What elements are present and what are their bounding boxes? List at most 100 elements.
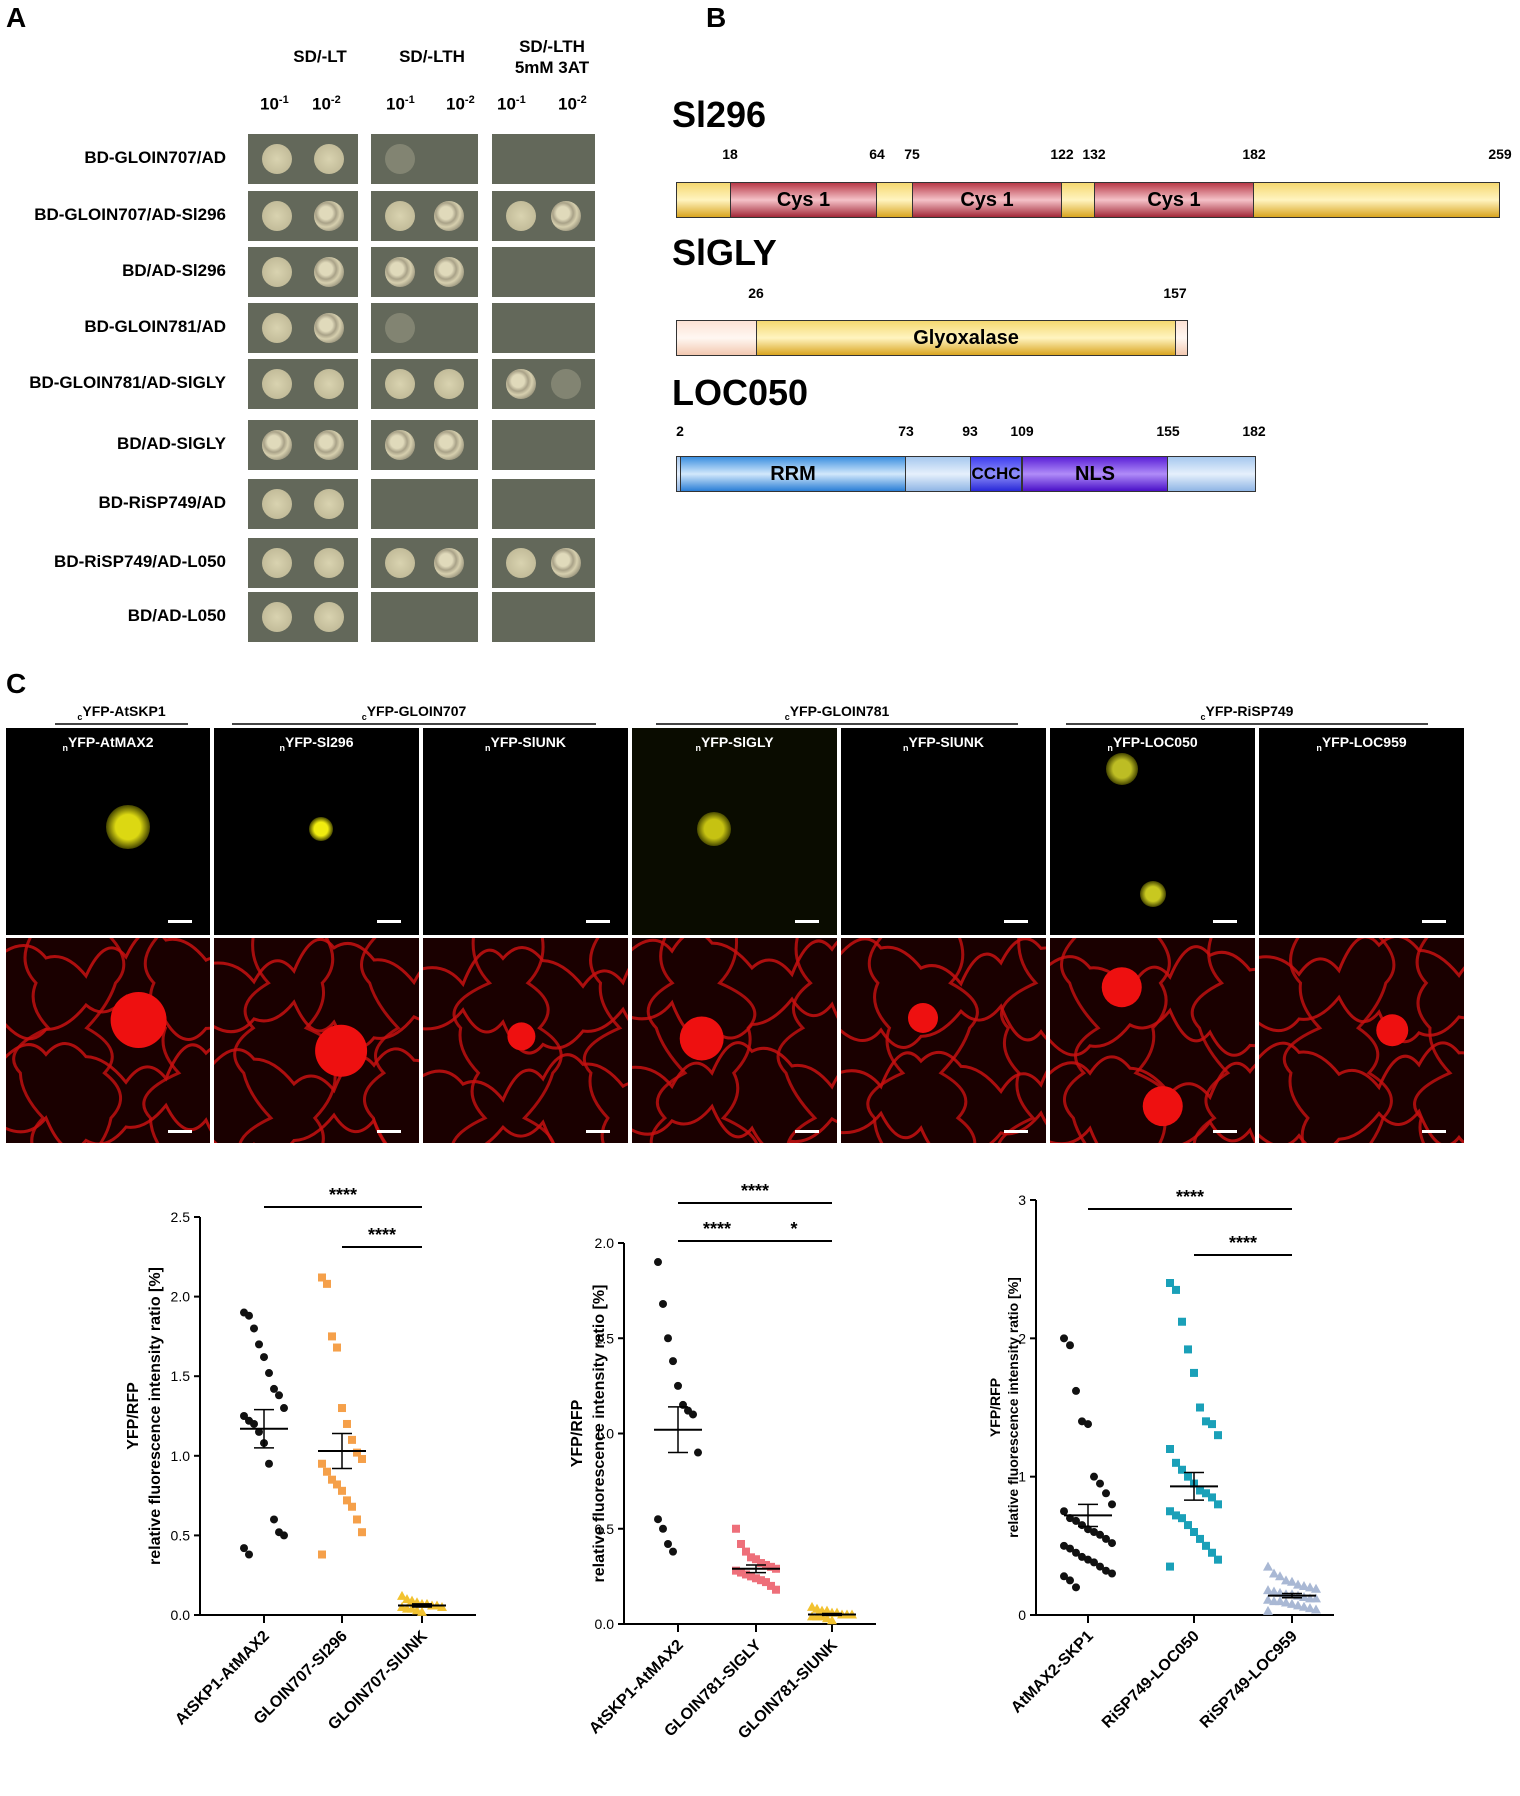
data-point [255, 1340, 263, 1349]
yeast-spot [434, 430, 464, 460]
chart-3: 0 1 2 3 YFP/RFP relative fluorescence intensi… [987, 1187, 1334, 1732]
y-axis-label: YFP/RFP [125, 1382, 142, 1450]
scale-bar [1422, 1130, 1446, 1133]
cell-wall [423, 1006, 628, 1055]
data-point [318, 1273, 326, 1282]
y-tick-label: 0 [1018, 1607, 1026, 1623]
scale-bar [377, 1130, 401, 1133]
data-point [1275, 1571, 1285, 1581]
yfp-micrograph: nYFP-SlUNK [423, 728, 628, 935]
tick-93: 93 [962, 423, 978, 439]
data-point [397, 1590, 407, 1600]
y-tick-label: 2.0 [171, 1289, 191, 1305]
data-point [654, 1515, 662, 1524]
data-point [1084, 1525, 1092, 1534]
yeast-plate-cell [248, 592, 358, 642]
data-point [752, 1574, 760, 1583]
data-point [1184, 1521, 1192, 1530]
scale-bar [1004, 920, 1028, 923]
data-point [1275, 1587, 1285, 1597]
rfp-micrograph [841, 938, 1046, 1143]
rfp-nucleus [315, 1024, 368, 1077]
data-point [1102, 1534, 1110, 1543]
data-point [1090, 1558, 1098, 1567]
data-point [1178, 1465, 1186, 1474]
cell-wall [632, 1041, 837, 1090]
yeast-spot [385, 548, 415, 578]
dilution-label: 10-1 [497, 94, 526, 114]
data-point [674, 1381, 682, 1390]
data-point [742, 1547, 750, 1556]
yeast-spot [434, 257, 464, 287]
yfp-micrograph: nYFP-SlUNK [841, 728, 1046, 935]
yfp-micrograph-label: nYFP-Sl296 [279, 734, 354, 753]
data-point [1096, 1530, 1104, 1539]
data-point [250, 1324, 258, 1333]
data-point [358, 1454, 366, 1463]
data-point [1090, 1528, 1098, 1536]
yeast-spot [262, 257, 292, 287]
data-point [827, 1615, 837, 1625]
col-header-sd-lth-3at: SD/-LTH 5mM 3AT [514, 37, 590, 77]
bifc-group-line [232, 723, 596, 725]
scale-bar [1213, 920, 1237, 923]
x-tick-label: AtMAX2-SKP1 [1008, 1628, 1097, 1717]
data-point [1178, 1317, 1186, 1326]
yeast-spot [314, 144, 344, 174]
data-point [1287, 1576, 1297, 1586]
data-point [250, 1419, 258, 1428]
data-point [348, 1435, 356, 1444]
bifc-group-label: cYFP-GLOIN781 [784, 703, 890, 722]
data-point [1311, 1593, 1321, 1603]
data-point [1275, 1596, 1285, 1606]
data-point [1287, 1598, 1297, 1608]
protein-name-sl296: Sl296 [672, 94, 767, 135]
data-point [245, 1311, 253, 1320]
slgly-domain-glyoxalase: Glyoxalase [756, 320, 1176, 356]
y-tick-label: 2 [1018, 1330, 1026, 1346]
y-axis-label: relative fluorescence intensity ratio [%… [1005, 1277, 1021, 1538]
data-point [654, 1258, 662, 1267]
cell-wall [484, 1119, 556, 1143]
scale-bar [1213, 1130, 1237, 1133]
data-point [1060, 1507, 1068, 1516]
data-point [1269, 1568, 1279, 1578]
dilution-label: 10-1 [386, 94, 415, 114]
cell-wall [1050, 945, 1255, 994]
data-point [1072, 1516, 1080, 1525]
data-point [265, 1459, 273, 1468]
data-point [1293, 1600, 1303, 1610]
data-point [343, 1419, 351, 1428]
yeast-spot [434, 369, 464, 399]
yeast-plate-cell [371, 191, 478, 241]
data-point [1263, 1585, 1273, 1595]
data-point [328, 1332, 336, 1341]
rfp-micrograph [214, 938, 419, 1143]
rfp-nucleus [110, 992, 167, 1048]
data-point [358, 1528, 366, 1537]
yeast-plate-cell [492, 479, 595, 529]
significance-label: **** [741, 1181, 769, 1201]
tick-259: 259 [1488, 146, 1512, 162]
rfp-nucleus [908, 1002, 938, 1033]
yeast-spot [551, 369, 581, 399]
significance-label: **** [329, 1185, 357, 1205]
yeast-plate-cell [492, 303, 595, 353]
yeast-spot [262, 313, 292, 343]
data-point [245, 1550, 253, 1559]
rfp-nucleus [1142, 1086, 1183, 1127]
y-axis-label: YFP/RFP [987, 1378, 1003, 1437]
cell-wall [1259, 994, 1464, 1044]
data-point [318, 1550, 326, 1559]
cell-outlines [6, 938, 210, 1143]
cell-wall [423, 946, 628, 989]
yeast-plate-cell [248, 359, 358, 409]
scale-bar [377, 920, 401, 923]
yeast-spot [385, 369, 415, 399]
cell-outlines [423, 938, 628, 1143]
data-point [1060, 1334, 1068, 1343]
tick-122: 122 [1050, 146, 1074, 162]
cell-wall [12, 938, 52, 1143]
cell-wall [841, 938, 1046, 987]
cell-wall [233, 938, 274, 1143]
